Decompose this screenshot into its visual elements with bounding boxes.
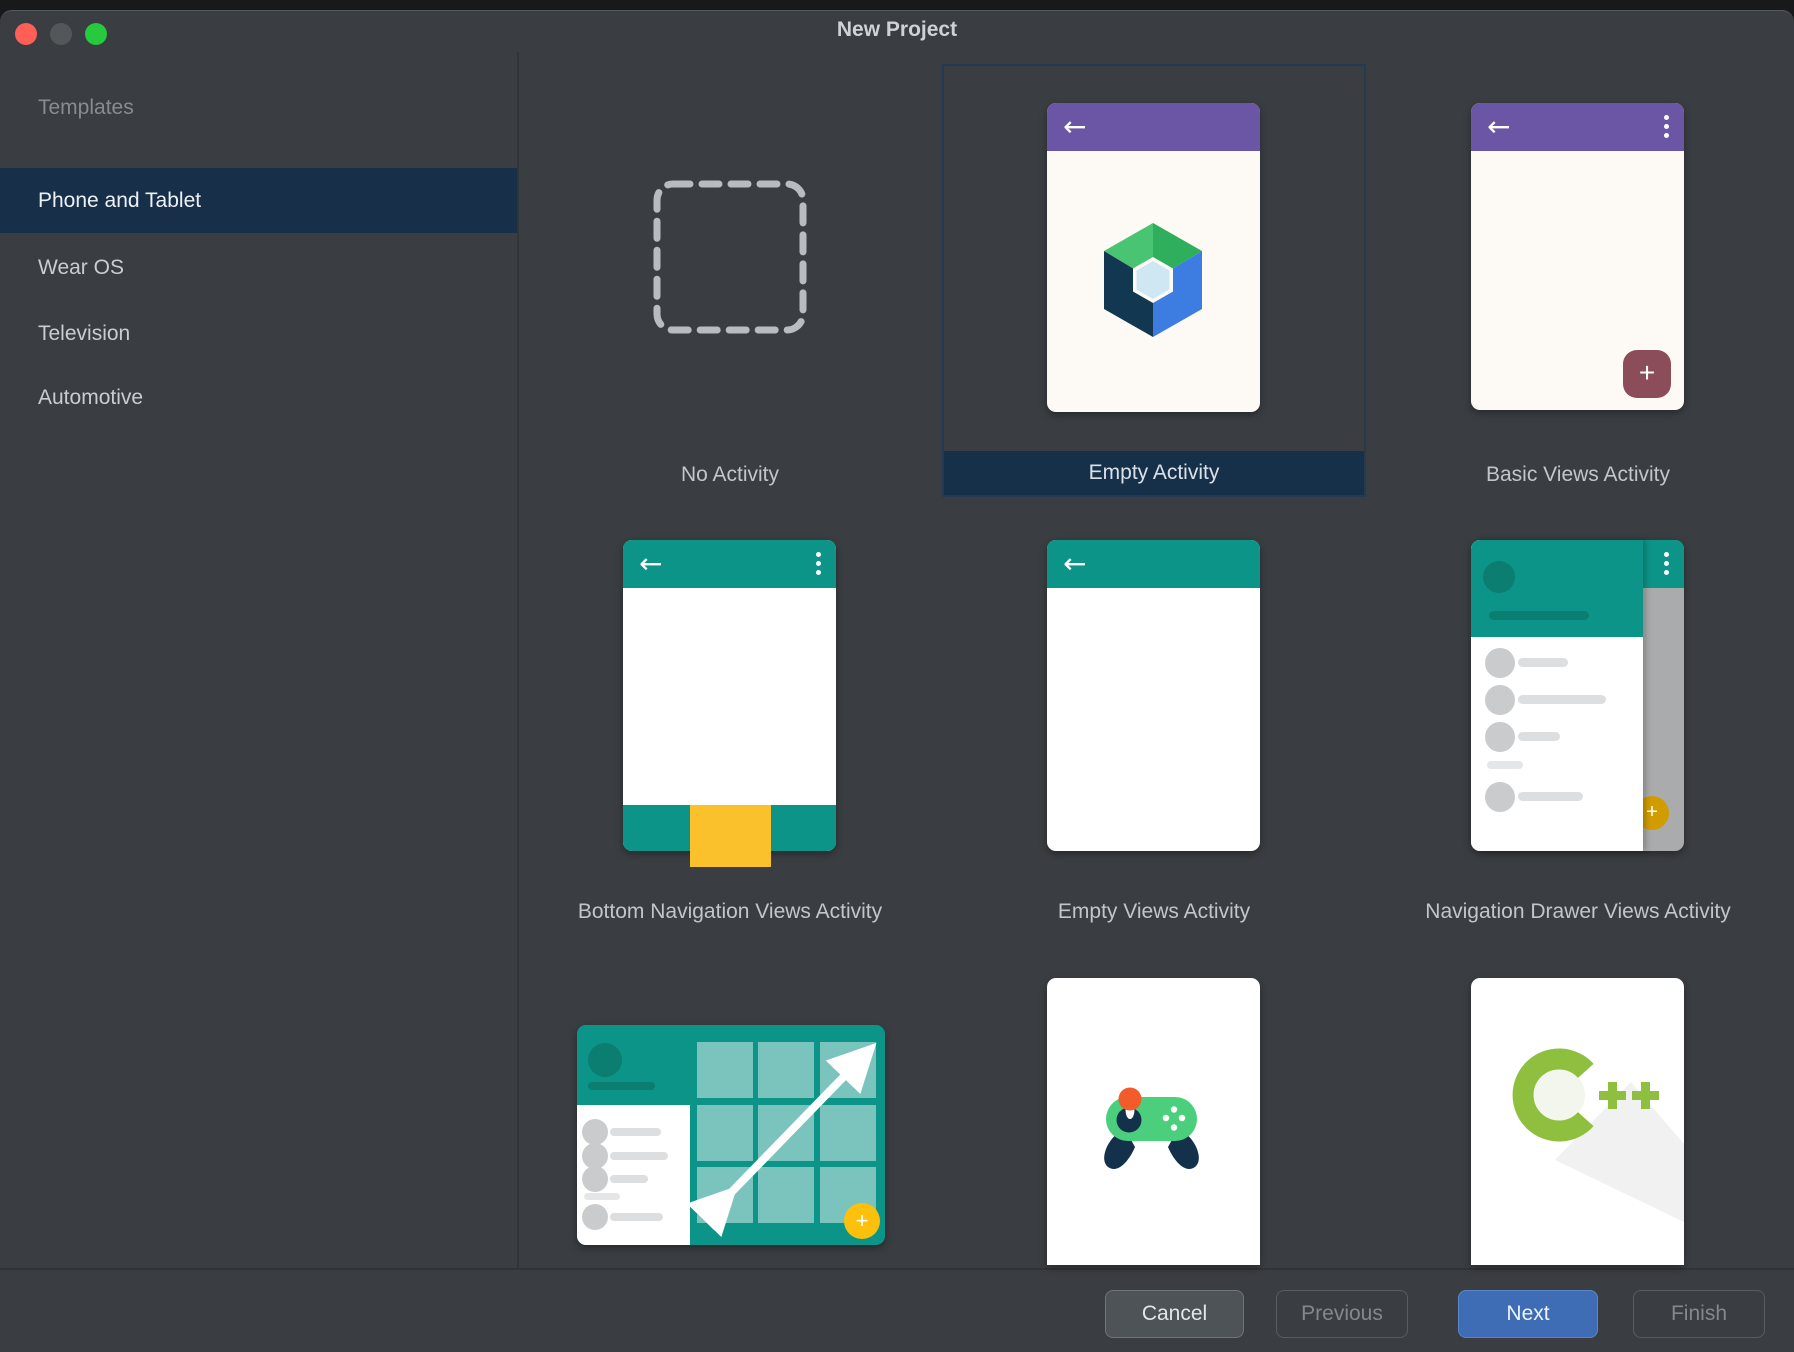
footer-divider [0, 1268, 1794, 1270]
drawer-list [577, 1105, 690, 1245]
template-card-game-activity[interactable] [1047, 978, 1260, 1265]
finish-button[interactable]: Finish [1633, 1290, 1765, 1338]
back-arrow-icon: ← [1063, 547, 1087, 580]
list-item-icon [582, 1166, 608, 1192]
list-item-line [1518, 792, 1583, 801]
sidebar-item-phone-and-tablet[interactable]: Phone and Tablet [0, 168, 517, 233]
app-bar: ← [1047, 540, 1260, 588]
minimize-button[interactable] [50, 23, 72, 45]
section-divider-line [584, 1193, 620, 1200]
drawer-title-line [1489, 611, 1589, 620]
template-label-basic-views-activity[interactable]: Basic Views Activity [1485, 463, 1670, 486]
app-bar: ← [1047, 103, 1260, 151]
list-item-icon [1485, 782, 1515, 812]
sidebar-divider [517, 52, 519, 1268]
templates-header: Templates [38, 96, 134, 119]
previous-button[interactable]: Previous [1276, 1290, 1408, 1338]
list-item-line [1518, 732, 1560, 741]
list-item-icon [582, 1119, 608, 1145]
sidebar-item-wear-os[interactable]: Wear OS [38, 256, 124, 279]
list-item-icon [1485, 722, 1515, 752]
app-bar: ← [623, 540, 836, 588]
section-divider-line [1487, 761, 1523, 769]
list-item-icon [582, 1204, 608, 1230]
template-card-empty-activity-selected[interactable]: Empty Activity [942, 64, 1366, 497]
jetpack-compose-logo [1104, 223, 1202, 337]
drawer-header [577, 1025, 690, 1105]
dashed-placeholder-icon [653, 180, 807, 334]
list-item-icon [1485, 648, 1515, 678]
resize-diagonal-arrow-icon [686, 1042, 877, 1238]
template-label-navigation-drawer[interactable]: Navigation Drawer Views Activity [1425, 900, 1731, 923]
avatar [1483, 561, 1515, 593]
dialog-title: New Project [836, 18, 958, 41]
app-bar: ← [1471, 103, 1684, 151]
template-card-empty-views-activity[interactable]: ← [1047, 540, 1260, 851]
template-card-responsive-views-activity[interactable]: + [577, 1025, 885, 1245]
kebab-menu-icon [1664, 552, 1669, 579]
template-card-basic-views-activity[interactable]: ← + [1471, 103, 1684, 410]
back-arrow-icon: ← [1063, 110, 1087, 143]
list-item-line [1518, 695, 1606, 704]
list-item-icon [582, 1143, 608, 1169]
list-item-icon [1485, 685, 1515, 715]
cancel-button[interactable]: Cancel [1105, 1290, 1244, 1338]
drawer-title-line [588, 1082, 655, 1090]
template-card-navigation-drawer-views-activity[interactable]: + [1471, 540, 1684, 851]
game-controller-icon [1104, 1087, 1199, 1169]
template-card-native-cpp[interactable] [1471, 978, 1684, 1265]
list-item-line [1518, 658, 1568, 667]
template-label-bottom-navigation[interactable]: Bottom Navigation Views Activity [577, 900, 883, 923]
sidebar-item-television[interactable]: Television [38, 322, 131, 345]
empty-activity-preview[interactable]: ← [1047, 103, 1260, 412]
template-card-bottom-navigation-views-activity[interactable]: ← [623, 540, 836, 867]
close-button[interactable] [15, 23, 37, 45]
template-label-empty-activity[interactable]: Empty Activity [944, 451, 1364, 495]
drawer-header [1471, 540, 1643, 637]
template-label-no-activity[interactable]: No Activity [680, 463, 780, 486]
cpp-logo [1512, 1048, 1684, 1222]
next-button[interactable]: Next [1458, 1290, 1598, 1338]
template-label-empty-views[interactable]: Empty Views Activity [1057, 900, 1251, 923]
list-item-line [610, 1213, 663, 1221]
kebab-menu-icon [816, 552, 821, 579]
bottom-nav-selected-tab [690, 805, 771, 867]
list-item-line [610, 1128, 661, 1136]
back-arrow-icon: ← [639, 547, 663, 580]
zoom-button[interactable] [85, 23, 107, 45]
fab-plus-icon: + [844, 1203, 880, 1239]
list-item-line [610, 1175, 648, 1183]
sidebar-item-automotive[interactable]: Automotive [38, 386, 144, 409]
kebab-menu-icon [1664, 115, 1669, 142]
navigation-drawer-panel [1471, 540, 1643, 851]
template-card-no-activity[interactable] [650, 177, 810, 337]
back-arrow-icon: ← [1487, 110, 1511, 143]
fab-plus-icon: + [1623, 350, 1671, 398]
avatar [588, 1043, 622, 1077]
list-item-line [610, 1152, 668, 1160]
